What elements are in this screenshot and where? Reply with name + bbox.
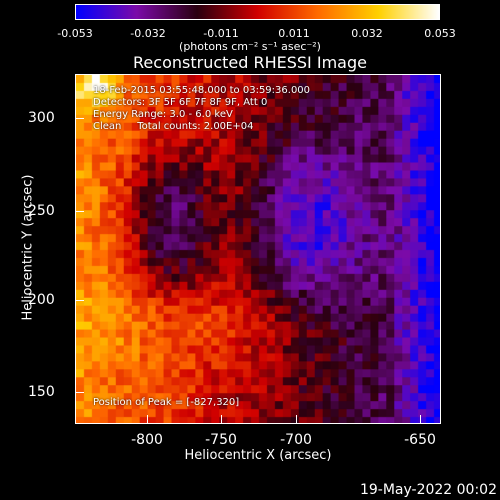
colorbar-units: (photons cm⁻² s⁻¹ asec⁻²) [179, 40, 321, 53]
energy-range: Energy Range: 3.0 - 6.0 keV [93, 109, 233, 120]
y-tick-mark [75, 211, 84, 212]
x-tick-label: -800 [131, 432, 163, 448]
x-tick-mark [296, 415, 297, 424]
y-axis-label: Heliocentric Y (arcsec) [20, 174, 36, 321]
x-tick-label: -700 [280, 432, 312, 448]
x-tick-mark [147, 415, 148, 424]
x-tick-label: -750 [205, 432, 237, 448]
x-axis-label: Heliocentric X (arcsec) [184, 448, 332, 463]
colorbar-tick: -0.011 [203, 27, 239, 40]
y-tick-label: 150 [28, 384, 55, 400]
x-tick-mark [221, 415, 222, 424]
x-tick-label: -650 [404, 432, 436, 448]
y-tick-mark [75, 392, 84, 393]
y-tick-label: 250 [28, 203, 55, 219]
datestamp: 19-May-2022 00:02 [359, 482, 497, 498]
clean-total-counts: Clean Total counts: 2.00E+04 [93, 121, 254, 132]
y-tick-mark [75, 300, 84, 301]
colorbar [75, 4, 440, 20]
y-tick-mark [75, 118, 84, 119]
colorbar-tick: 0.011 [278, 27, 310, 40]
colorbar-tick: -0.053 [57, 27, 93, 40]
colorbar-tick: 0.053 [424, 27, 456, 40]
detectors-info: Detectors: 3F 5F 6F 7F 8F 9F, Att 0 [93, 97, 268, 108]
image-title: Reconstructed RHESSI Image [133, 53, 367, 72]
time-range: 18-Feb-2015 03:55:48.000 to 03:59:36.000 [93, 85, 311, 96]
rhessi-image-panel: 18-Feb-2015 03:55:48.000 to 03:59:36.000… [75, 74, 441, 424]
y-tick-label: 300 [28, 110, 55, 126]
colorbar-tick: -0.032 [130, 27, 166, 40]
reconstructed-image [76, 75, 440, 423]
y-tick-label: 200 [28, 292, 55, 308]
colorbar-tick: 0.032 [351, 27, 383, 40]
x-tick-mark [420, 415, 421, 424]
peak-position: Position of Peak = [-827,320] [93, 397, 240, 408]
